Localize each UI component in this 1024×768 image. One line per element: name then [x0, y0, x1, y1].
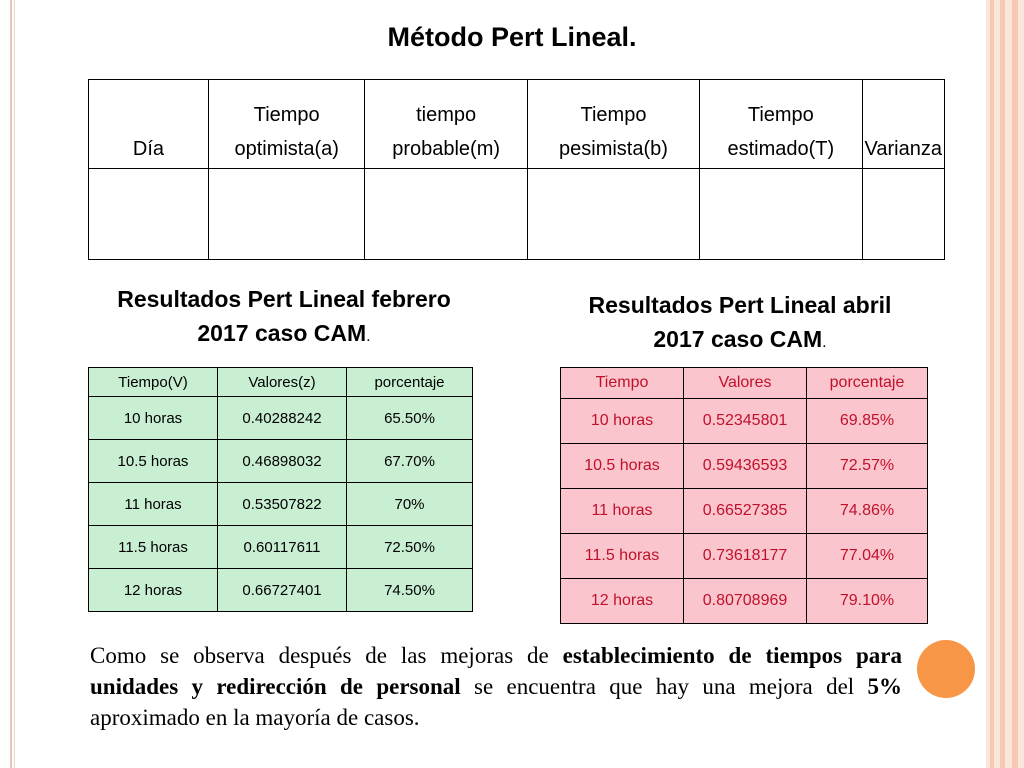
table-cell	[526, 168, 701, 260]
highlight-text: establecimiento de tiempos para unidades…	[90, 643, 902, 699]
table-header-row: Tiempo(V) Valores(z) porcentaje	[88, 367, 473, 397]
table-cell	[207, 168, 366, 260]
table-cell: 69.85%	[806, 398, 928, 444]
table-row: 11.5 horas 0.73618177 77.04%	[560, 533, 928, 579]
header-optimista: Tiempo optimista(a)	[207, 79, 366, 169]
apr-results-table: Tiempo Valores porcentaje 10 horas 0.523…	[560, 367, 928, 624]
pert-method-table: Día Tiempo optimista(a) tiempo probable(m)…	[88, 79, 946, 260]
table-cell	[364, 168, 528, 260]
table-cell	[699, 168, 863, 260]
table-row: 12 horas 0.66727401 74.50%	[88, 568, 473, 612]
table-cell: 0.53507822	[217, 482, 347, 526]
table-cell	[88, 168, 209, 260]
table-cell: 72.50%	[346, 525, 473, 569]
table-header-row: Tiempo Valores porcentaje	[560, 367, 928, 399]
left-border-line-inner	[14, 0, 15, 768]
table-cell: 79.10%	[806, 578, 928, 624]
table-cell: 74.50%	[346, 568, 473, 612]
table-row	[88, 168, 946, 260]
table-cell: 12 horas	[88, 568, 218, 612]
table-cell: 11 horas	[88, 482, 218, 526]
table-cell: 10 horas	[88, 396, 218, 440]
table-cell: 0.73618177	[683, 533, 807, 579]
table-cell	[861, 168, 946, 260]
table-cell: 67.70%	[346, 439, 473, 483]
header-cell: porcentaje	[346, 367, 473, 397]
feb-results-title: Resultados Pert Lineal febrero 2017 caso …	[117, 286, 451, 346]
table-row: 11 horas 0.66527385 74.86%	[560, 488, 928, 534]
feb-results-table: Tiempo(V) Valores(z) porcentaje 10 horas…	[88, 367, 473, 612]
table-row: 11 horas 0.53507822 70%	[88, 482, 473, 526]
table-cell: 10.5 horas	[88, 439, 218, 483]
table-cell: 0.40288242	[217, 396, 347, 440]
table-row: 12 horas 0.80708969 79.10%	[560, 578, 928, 624]
header-pesimista: Tiempo pesimista(b)	[526, 79, 701, 169]
table-cell: 0.66527385	[683, 488, 807, 534]
header-cell: porcentaje	[806, 367, 928, 399]
table-cell: 0.80708969	[683, 578, 807, 624]
table-cell: 10 horas	[560, 398, 684, 444]
table-cell: 12 horas	[560, 578, 684, 624]
left-border-line	[10, 0, 12, 768]
right-border-stripes	[986, 0, 1024, 768]
header-cell: Tiempo	[560, 367, 684, 399]
table-cell: 11 horas	[560, 488, 684, 534]
apr-results-title: Resultados Pert Lineal abril 2017 caso CA…	[588, 292, 892, 352]
table-cell: 10.5 horas	[560, 443, 684, 489]
header-estimado: Tiempo estimado(T)	[699, 79, 863, 169]
table-row: 10 horas 0.40288242 65.50%	[88, 396, 473, 440]
table-row: 10.5 horas 0.46898032 67.70%	[88, 439, 473, 483]
header-cell: Valores	[683, 367, 807, 399]
highlight-percent: 5%	[867, 674, 903, 699]
table-cell: 0.66727401	[217, 568, 347, 612]
header-varianza: Varianza	[861, 79, 946, 169]
conclusion-paragraph: Como se observa después de las mejoras d…	[90, 643, 903, 730]
table-cell: 0.59436593	[683, 443, 807, 489]
table-row: 11.5 horas 0.60117611 72.50%	[88, 525, 473, 569]
header-cell: Valores(z)	[217, 367, 347, 397]
table-cell: 77.04%	[806, 533, 928, 579]
table-cell: 65.50%	[346, 396, 473, 440]
table-cell: 0.60117611	[217, 525, 347, 569]
table-row: 10.5 horas 0.59436593 72.57%	[560, 443, 928, 489]
table-cell: 11.5 horas	[560, 533, 684, 579]
header-dia: Día	[88, 79, 209, 169]
page-title: Método Pert Lineal.	[387, 22, 637, 52]
orange-circle-decoration	[917, 640, 975, 698]
table-header-row: Día Tiempo optimista(a) tiempo probable(m)…	[88, 79, 946, 169]
header-cell: Tiempo(V)	[88, 367, 218, 397]
table-cell: 0.52345801	[683, 398, 807, 444]
table-cell: 0.46898032	[217, 439, 347, 483]
table-row: 10 horas 0.52345801 69.85%	[560, 398, 928, 444]
table-cell: 72.57%	[806, 443, 928, 489]
table-cell: 11.5 horas	[88, 525, 218, 569]
table-cell: 70%	[346, 482, 473, 526]
header-probable: tiempo probable(m)	[364, 79, 528, 169]
table-cell: 74.86%	[806, 488, 928, 534]
